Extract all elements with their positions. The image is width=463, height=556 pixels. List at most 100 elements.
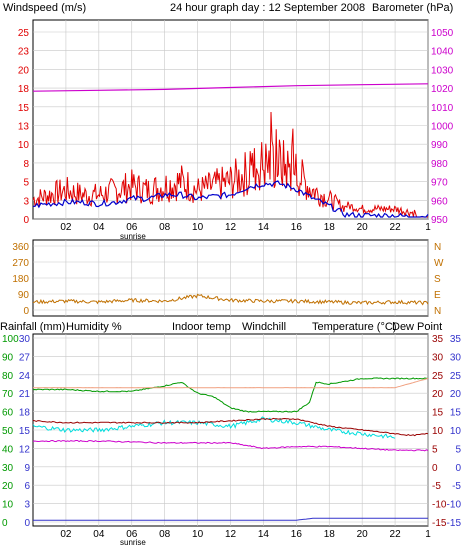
temp-tick-left: -15: [432, 518, 447, 529]
panel2-left-tick: 270: [12, 258, 29, 269]
panel1-x-tick: 04: [93, 222, 105, 233]
humidity-tick: 50: [2, 426, 14, 437]
chart-title: 24 hour graph day : 12 September 2008: [170, 2, 365, 14]
humidity-tick: 20: [2, 481, 14, 492]
panel1-left-tick: 25: [18, 28, 30, 39]
windspeed-line: [32, 111, 428, 218]
panel3-x-tick: 12: [225, 529, 237, 540]
temp-tick-right: -15: [447, 518, 462, 529]
panel1-x-tick: 06: [126, 222, 138, 233]
rain-tick: 9: [24, 463, 30, 474]
temp-tick-left: -10: [432, 500, 447, 511]
temp-tick-left: 15: [432, 408, 444, 419]
temp-tick-right: 0: [455, 463, 461, 474]
panel2-right-letter: W: [434, 258, 444, 269]
panel1-x-tick: 1: [425, 222, 431, 233]
panel1-x-tick: 18: [324, 222, 336, 233]
temp-tick-left: 0: [432, 463, 438, 474]
panel3-x-tick: 10: [192, 529, 204, 540]
humidity-tick: 70: [2, 389, 14, 400]
legend-indoor: Indoor temp: [172, 321, 231, 333]
panel3-x-tick: 04: [93, 529, 105, 540]
panel1-right-tick: 1050: [431, 28, 454, 39]
temp-tick-left: 25: [432, 371, 444, 382]
humidity-tick: 30: [2, 463, 14, 474]
temp-tick-right: 35: [450, 334, 462, 345]
temp-tick-right: 5: [455, 444, 461, 455]
humidity-tick: 10: [2, 500, 14, 511]
panel1-x-tick: 16: [291, 222, 303, 233]
panel1-left-tick: 10: [18, 140, 30, 151]
panel3-sunrise-label: sunrise: [120, 538, 146, 547]
rain-tick: 3: [24, 500, 30, 511]
panel1-left-tick: 15: [18, 103, 30, 114]
panel1-left-tick: 23: [18, 47, 30, 58]
barometer-axis-label: Barometer (hPa): [372, 2, 453, 14]
panel1-x-tick: 22: [390, 222, 402, 233]
temp-tick-right: -10: [447, 500, 462, 511]
panel2-right-letter: N: [434, 306, 441, 317]
panel1-left-tick: 13: [18, 122, 30, 133]
rainfall-line: [33, 517, 428, 521]
panel1-right-tick: 990: [431, 140, 448, 151]
dew-point-line: [32, 439, 429, 452]
temp-tick-right: 30: [450, 352, 462, 363]
panel3-x-tick: 18: [324, 529, 336, 540]
humidity-tick: 60: [2, 408, 14, 419]
rain-tick: 30: [19, 334, 31, 345]
legend-rainfall: Rainfall (mm): [0, 321, 65, 333]
panel1-x-tick: 12: [225, 222, 237, 233]
panel1-right-tick: 1030: [431, 65, 454, 76]
panel3-x-tick: 08: [159, 529, 171, 540]
panel1-right-tick: 970: [431, 178, 448, 189]
panel1-right-tick: 1020: [431, 84, 454, 95]
panel3-x-tick: 22: [390, 529, 402, 540]
temp-tick-left: 30: [432, 352, 444, 363]
panel3-x-tick: 20: [357, 529, 369, 540]
temp-tick-right: 15: [450, 408, 462, 419]
panel1-right-tick: 980: [431, 159, 448, 170]
panel1-left-tick: 3: [23, 196, 29, 207]
panel1-x-tick: 08: [159, 222, 171, 233]
panel1-right-tick: 1040: [431, 47, 454, 58]
legend-humidity: Humidity %: [66, 321, 122, 333]
panel1-right-tick: 950: [431, 215, 448, 226]
wind-direction-line: [32, 293, 429, 306]
panel1-x-tick: 02: [60, 222, 72, 233]
humidity-tick: 80: [2, 371, 14, 382]
panel3-x-tick: 1: [425, 529, 431, 540]
legend-temperature: Temperature (°C): [312, 321, 396, 333]
rain-tick: 24: [19, 371, 31, 382]
panel2-right-letter: E: [434, 290, 441, 301]
humidity-line: [32, 377, 429, 413]
rain-tick: 6: [24, 481, 30, 492]
temperature-line: [32, 417, 429, 437]
humidity-tick: 100: [2, 334, 19, 345]
temp-tick-left: -5: [432, 481, 441, 492]
rain-tick: 27: [19, 352, 31, 363]
indoor-temp-line: [32, 377, 429, 389]
panel1-sunrise-label: sunrise: [120, 232, 146, 241]
panel1-left-tick: 8: [23, 159, 29, 170]
humidity-tick: 40: [2, 444, 14, 455]
panel1-left-tick: 18: [18, 84, 30, 95]
panel2-right-letter: S: [434, 274, 441, 285]
panel3-x-tick: 02: [60, 529, 72, 540]
panel2-left-tick: 180: [12, 274, 29, 285]
humidity-tick: 0: [2, 518, 8, 529]
rain-tick: 18: [19, 408, 31, 419]
panel2-right-letter: N: [434, 242, 441, 253]
panel1-x-tick: 14: [258, 222, 270, 233]
humidity-tick: 90: [2, 352, 14, 363]
barometer-line: [32, 83, 429, 92]
panel2-left-tick: 0: [23, 306, 29, 317]
panel1-right-tick: 1000: [431, 122, 454, 133]
panel1-right-tick: 960: [431, 196, 448, 207]
panel2-left-tick: 360: [12, 242, 29, 253]
panel3-x-tick: 16: [291, 529, 303, 540]
temp-tick-right: 25: [450, 371, 462, 382]
temp-tick-right: -5: [452, 481, 461, 492]
temp-tick-left: 5: [432, 444, 438, 455]
panel3-x-tick: 14: [258, 529, 270, 540]
